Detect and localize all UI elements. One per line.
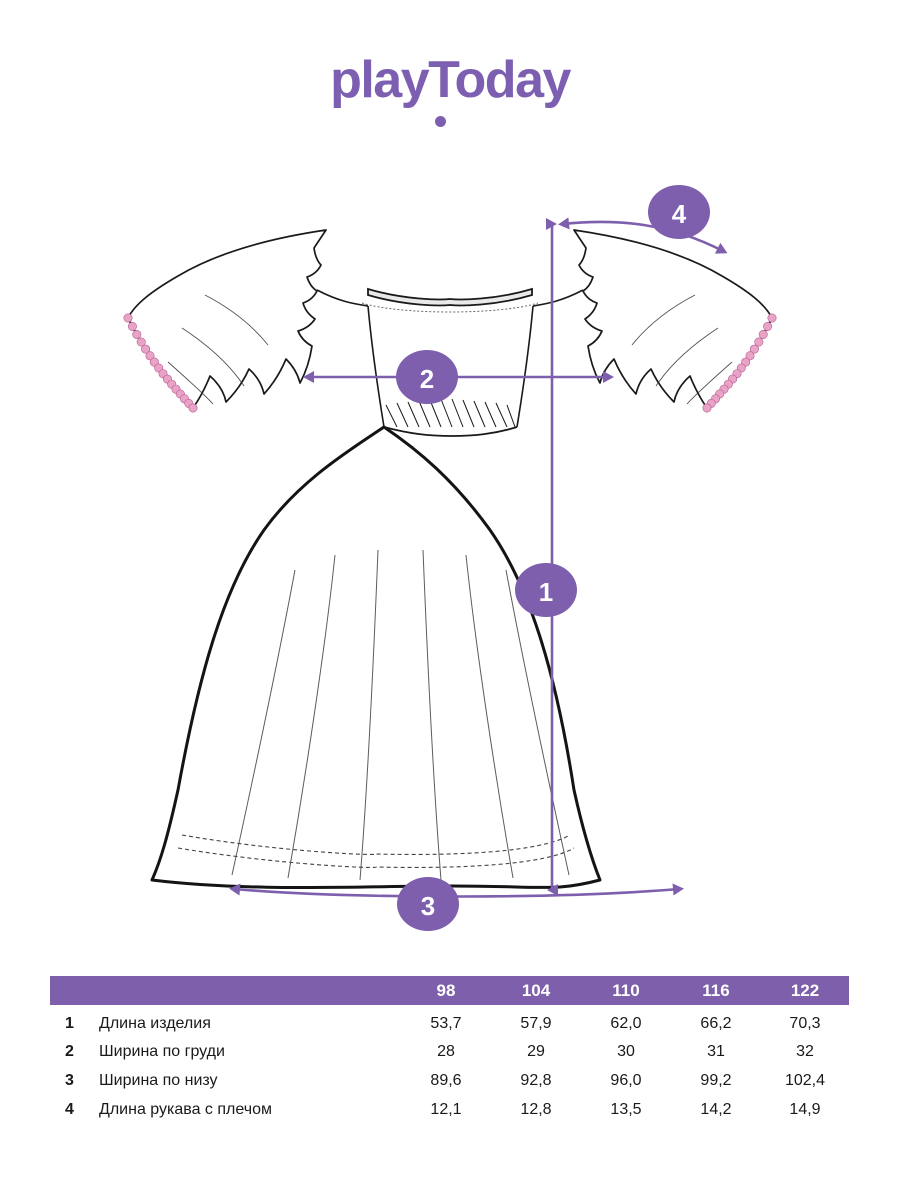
svg-text:4: 4 <box>672 199 687 229</box>
svg-text:1: 1 <box>539 577 553 607</box>
svg-text:2: 2 <box>420 364 434 394</box>
svg-text:3: 3 <box>421 891 435 921</box>
